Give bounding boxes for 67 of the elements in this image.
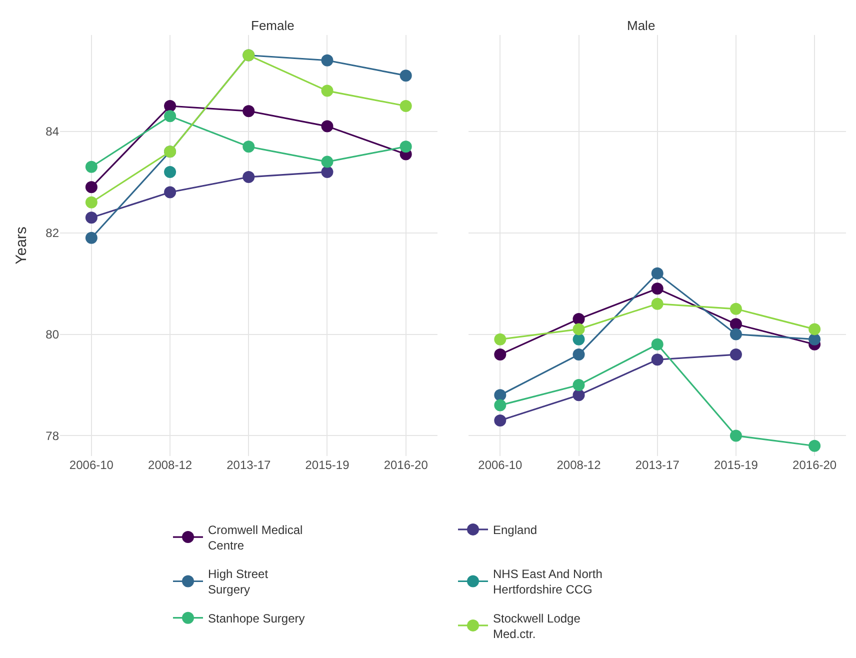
point [85, 196, 98, 208]
y-tick-label: 80 [46, 327, 60, 342]
point [730, 302, 742, 315]
point [321, 54, 334, 66]
point [730, 328, 742, 340]
point [572, 348, 585, 361]
chart-title: Female [251, 18, 294, 33]
y-tick-label: 84 [46, 124, 60, 139]
point [572, 378, 585, 391]
point [321, 166, 334, 178]
legend-label: England [493, 523, 538, 538]
point [808, 440, 821, 452]
point [164, 186, 176, 198]
point [242, 171, 255, 184]
x-tick-label: 2016-20 [792, 458, 837, 472]
point [808, 323, 821, 336]
x-tick-label: 2008-12 [148, 458, 192, 472]
legend-label: Cromwell Medical Centre [208, 522, 303, 553]
point [164, 166, 176, 178]
x-tick-label: 2013-17 [226, 458, 271, 472]
point [572, 389, 585, 402]
x-tick-label: 2015-19 [305, 458, 350, 472]
point [572, 323, 585, 336]
point [321, 84, 334, 97]
point [321, 120, 334, 132]
point [242, 105, 255, 118]
point [85, 160, 98, 173]
point [730, 348, 742, 361]
x-tick-label: 2015-19 [714, 458, 758, 472]
y-axis-title: Years [12, 226, 30, 264]
point [651, 354, 664, 366]
y-tick-label: 82 [46, 226, 60, 240]
point [242, 140, 255, 153]
x-tick-label: 2013-17 [635, 458, 680, 472]
point [400, 100, 412, 112]
legend-label: High Street Surgery [208, 567, 269, 597]
point [494, 399, 506, 412]
y-tick-label: 78 [46, 428, 60, 443]
x-tick-label: 2016-20 [384, 458, 428, 472]
point [321, 156, 334, 168]
x-tick-label: 2008-12 [556, 458, 602, 472]
point [494, 333, 506, 346]
point [651, 267, 664, 280]
point [494, 414, 506, 426]
point [651, 298, 664, 310]
point [85, 212, 98, 224]
point [400, 70, 412, 82]
point [164, 110, 176, 122]
point [400, 140, 412, 153]
point [494, 348, 506, 361]
point [164, 100, 176, 112]
point [572, 333, 585, 346]
point [651, 282, 664, 295]
point [85, 232, 98, 244]
chart-title: Male [627, 18, 656, 33]
point [572, 313, 585, 326]
point [651, 338, 664, 350]
point [730, 318, 742, 330]
point [85, 181, 98, 194]
point [730, 430, 742, 442]
legend-label: Stockwell Lodge Med.ctr. [493, 611, 581, 641]
point [808, 333, 821, 346]
x-tick-label: 2006-10 [69, 458, 114, 472]
point [494, 389, 506, 402]
legend-label: NHS East And North Hertfordshire CCG [493, 567, 602, 597]
x-tick-label: 2006-10 [478, 458, 522, 472]
legend-label: Stanhope Surgery [208, 612, 305, 626]
